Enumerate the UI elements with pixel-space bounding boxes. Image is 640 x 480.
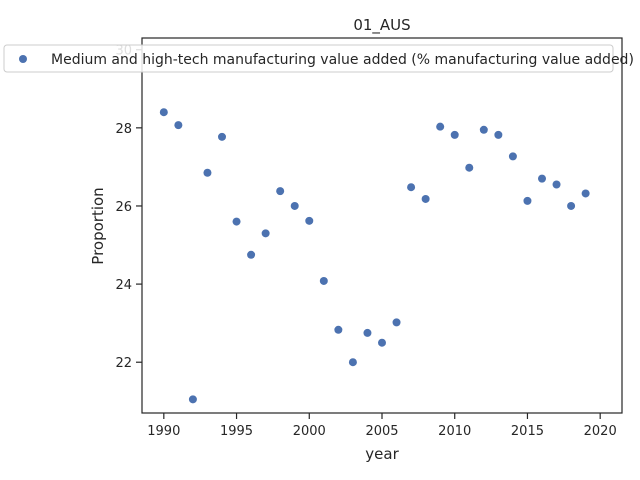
data-point [159,108,168,117]
data-point [465,163,474,172]
data-point [538,174,546,183]
data-point [174,121,183,130]
x-axis-ticks: 1990 1995 2000 2005 2010 2015 2020 [147,413,617,439]
data-point [581,189,590,198]
y-axis-ticks: 2224262830 [115,44,142,371]
data-point [218,132,226,141]
y-tick-label: 24 [115,278,132,293]
data-point [407,183,416,192]
data-point [479,125,488,134]
x-tick-label: 2020 [584,424,617,439]
x-tick-label: 2000 [293,424,326,439]
data-point [276,187,285,196]
data-point [436,122,445,131]
data-point [290,201,299,210]
data-point [348,358,357,367]
data-point [567,201,576,210]
axes-frame [141,37,623,414]
data-points [159,108,590,404]
legend: Medium and high-tech manufacturing value… [3,44,634,73]
data-point [232,217,241,226]
data-point [334,325,343,334]
y-axis-label: Proportion [89,187,107,264]
plot-area [141,37,623,414]
y-tick-label: 22 [115,356,132,371]
y-tick-label: 28 [115,122,132,137]
chart-title: 01_AUS [353,16,410,35]
x-axis-label: year [365,445,399,463]
data-point [494,130,503,139]
data-point [261,229,270,238]
data-point [363,328,372,337]
x-tick-label: 1995 [220,424,253,439]
legend-marker [19,55,27,63]
x-tick-label: 1990 [147,424,180,439]
x-tick-label: 2015 [511,424,544,439]
legend-box [3,44,614,73]
data-point [508,152,517,161]
y-tick-label: 26 [115,200,132,215]
data-point [378,338,386,347]
x-tick-label: 2005 [365,424,398,439]
data-point [305,216,314,225]
data-point [552,180,561,189]
legend-label: Medium and high-tech manufacturing value… [51,52,634,68]
data-point [450,130,459,139]
data-point [247,250,256,259]
data-point [203,168,212,177]
data-point [523,196,532,205]
data-point [392,318,401,327]
data-point [319,276,328,285]
data-point [421,194,430,203]
x-tick-label: 2010 [438,424,471,439]
data-point [188,395,197,404]
